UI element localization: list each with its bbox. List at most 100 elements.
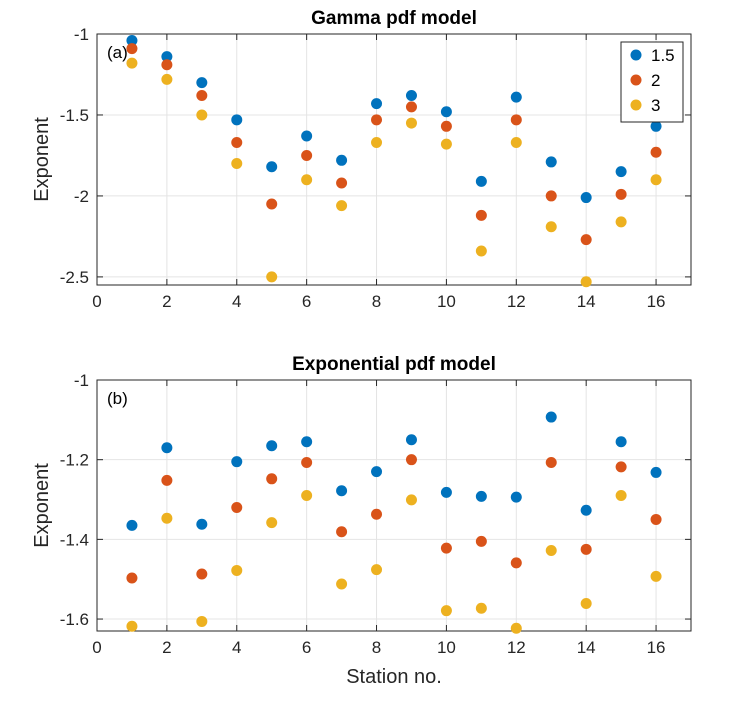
axes-box [96,33,692,286]
data-point [580,543,592,555]
x-axis-label: Station no. [346,666,442,688]
data-point [231,158,243,170]
data-point [510,491,522,503]
data-point [371,98,383,110]
data-point [161,474,173,486]
x-tick-label: 0 [92,292,101,311]
data-point [440,120,452,132]
data-point [161,51,173,63]
series-3 [126,57,662,288]
data-point [650,466,662,478]
y-tick-label: -2.5 [60,268,89,287]
data-point [545,411,557,423]
chart-title: Gamma pdf model [311,8,477,29]
y-tick-label: -1.6 [60,610,89,629]
data-point [650,120,662,132]
data-point [231,136,243,148]
data-point [301,456,313,468]
data-point [405,117,417,129]
data-point [580,234,592,246]
x-tick-label: 10 [437,292,456,311]
data-point [440,486,452,498]
x-tick-label: 6 [302,292,311,311]
data-point [545,221,557,233]
panel-label: (a) [107,43,128,62]
data-point [475,245,487,257]
data-point [301,490,313,502]
data-point [510,622,522,634]
legend-marker [630,49,642,61]
data-point [615,216,627,228]
data-point [580,504,592,516]
x-tick-label: 0 [92,638,101,657]
data-point [440,138,452,150]
legend-label: 1.5 [651,46,675,65]
series-1.5 [126,411,662,531]
data-point [405,454,417,466]
data-point [266,271,278,283]
data-point [405,90,417,102]
data-point [545,156,557,168]
legend-label: 2 [651,71,660,90]
data-point [126,572,138,584]
series-3 [126,490,662,634]
x-tick-label: 4 [232,292,241,311]
data-point [336,177,348,189]
data-point [440,542,452,554]
data-point [510,136,522,148]
panel-a: 0 2 4 6 8 10 12 14 16 -1 -1.5 -2 -2.5 Gamma pdf model… [31,8,692,311]
x-tick-label: 14 [577,638,596,657]
legend-marker [630,74,642,86]
legend-label: 3 [651,96,660,115]
data-point [405,101,417,113]
data-point [196,615,208,627]
data-point [545,190,557,202]
data-point [650,513,662,525]
data-point [266,161,278,173]
data-point [580,276,592,288]
chart-title: Exponential pdf model [292,354,496,375]
series-1.5 [126,34,662,204]
data-point [161,442,173,454]
data-point [615,461,627,473]
data-point [475,602,487,614]
y-tick-label: -1.2 [60,451,89,470]
x-tick-label: 6 [302,638,311,657]
data-point [405,494,417,506]
x-tick-label: 2 [162,292,171,311]
data-point [196,568,208,580]
data-point [266,517,278,529]
data-point [405,434,417,446]
data-point [371,136,383,148]
data-point [580,192,592,204]
y-tick-label: -1 [74,371,89,390]
data-point [266,440,278,452]
data-point [650,174,662,186]
x-tick-label: 12 [507,638,526,657]
data-point [475,535,487,547]
legend: 1.5 2 3 [620,41,684,123]
data-point [161,73,173,85]
x-tick-label: 16 [647,638,666,657]
data-point [615,436,627,448]
data-point [126,620,138,632]
data-point [126,519,138,531]
data-point [231,114,243,126]
data-point [301,149,313,161]
data-point [196,90,208,102]
data-point [266,198,278,210]
data-point [196,518,208,530]
data-point [371,114,383,126]
x-tick-label: 8 [372,292,381,311]
x-tick-label: 2 [162,638,171,657]
y-tick-label: -1 [74,25,89,44]
x-tick-label: 12 [507,292,526,311]
data-point [336,200,348,212]
data-point [615,188,627,200]
data-point [301,174,313,186]
y-axis-label: Exponent [31,117,53,202]
data-point [266,473,278,485]
data-point [440,106,452,118]
data-point [475,490,487,502]
